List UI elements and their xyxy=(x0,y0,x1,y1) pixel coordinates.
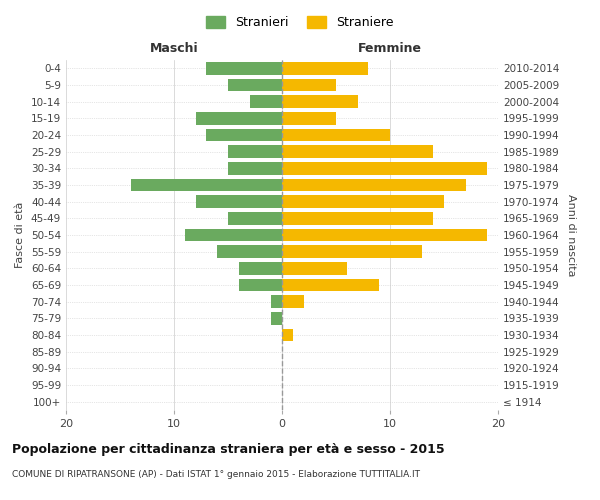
Bar xyxy=(282,96,358,108)
Bar xyxy=(282,296,304,308)
Bar xyxy=(228,212,282,224)
Bar xyxy=(206,129,282,141)
Bar xyxy=(271,312,282,324)
Bar xyxy=(196,112,282,124)
Bar xyxy=(131,179,282,192)
Bar xyxy=(282,279,379,291)
Text: COMUNE DI RIPATRANSONE (AP) - Dati ISTAT 1° gennaio 2015 - Elaborazione TUTTITAL: COMUNE DI RIPATRANSONE (AP) - Dati ISTAT… xyxy=(12,470,420,479)
Bar xyxy=(282,212,433,224)
Bar xyxy=(282,129,390,141)
Text: Maschi: Maschi xyxy=(149,42,199,55)
Bar xyxy=(282,79,336,92)
Bar xyxy=(282,62,368,74)
Bar xyxy=(228,162,282,174)
Bar xyxy=(282,179,466,192)
Bar xyxy=(282,146,433,158)
Legend: Stranieri, Straniere: Stranieri, Straniere xyxy=(202,11,398,34)
Bar xyxy=(282,229,487,241)
Bar xyxy=(196,196,282,208)
Bar xyxy=(217,246,282,258)
Text: Popolazione per cittadinanza straniera per età e sesso - 2015: Popolazione per cittadinanza straniera p… xyxy=(12,442,445,456)
Bar xyxy=(282,329,293,341)
Bar xyxy=(271,296,282,308)
Bar xyxy=(228,79,282,92)
Bar xyxy=(282,112,336,124)
Y-axis label: Fasce di età: Fasce di età xyxy=(16,202,25,268)
Bar xyxy=(282,246,422,258)
Bar xyxy=(239,279,282,291)
Bar xyxy=(282,162,487,174)
Bar xyxy=(282,262,347,274)
Y-axis label: Anni di nascita: Anni di nascita xyxy=(566,194,576,276)
Bar xyxy=(228,146,282,158)
Bar xyxy=(250,96,282,108)
Bar xyxy=(282,196,444,208)
Text: Femmine: Femmine xyxy=(358,42,422,55)
Bar xyxy=(185,229,282,241)
Bar xyxy=(206,62,282,74)
Bar xyxy=(239,262,282,274)
